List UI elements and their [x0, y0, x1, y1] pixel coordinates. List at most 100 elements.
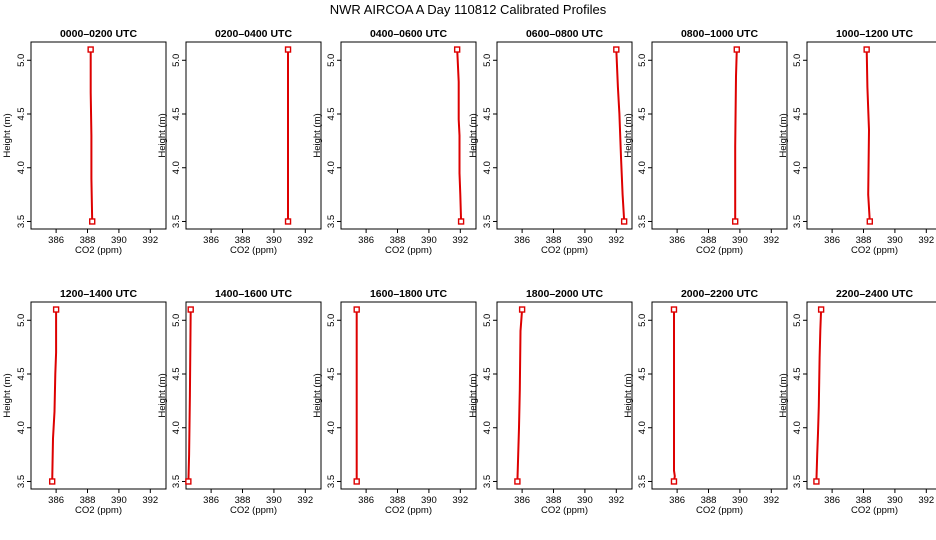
panel: 2200–2400 UTC 386 388 390 392 3.5 4.0 4.5 5.0 CO2…: [778, 288, 936, 516]
y-tick-label: 3.5: [16, 475, 27, 488]
profile-endpoint-marker: [670, 478, 678, 485]
y-tick-label: 5.0: [792, 314, 803, 327]
y-tick-label: 5.0: [326, 54, 337, 67]
y-tick-label: 4.5: [792, 107, 803, 120]
x-tick-label: 388: [546, 235, 562, 246]
x-tick-label: 392: [297, 495, 313, 506]
profile-endpoint-marker: [613, 46, 620, 53]
x-tick-label: 386: [358, 235, 374, 246]
x-axis-label: CO2 (ppm): [696, 505, 743, 516]
panel: 0000–0200 UTC 386 388 390 392 3.5 4.0 4.5 5.0 CO2…: [2, 28, 167, 256]
y-tick-label: 5.0: [171, 314, 182, 327]
y-tick-label: 3.5: [326, 475, 337, 488]
panel: 2000–2200 UTC 386 388 390 392 3.5 4.0 4.5 5.0 CO2…: [623, 288, 788, 516]
x-tick-label: 390: [111, 235, 127, 246]
profile-line: [516, 309, 524, 482]
y-tick-label: 5.0: [792, 54, 803, 67]
y-axis-label: Height (m): [623, 373, 634, 417]
x-tick-label: 388: [701, 235, 717, 246]
y-axis-label: Height (m): [2, 113, 13, 157]
panel: 1200–1400 UTC 386 388 390 392 3.5 4.0 4.5 5.0 CO2…: [2, 288, 167, 516]
x-axis-label: CO2 (ppm): [696, 245, 743, 256]
panel-title: 2200–2400 UTC: [836, 288, 913, 300]
panel: 1000–1200 UTC 386 388 390 392 3.5 4.0 4.5 5.0 CO2…: [778, 28, 936, 256]
x-tick-label: 392: [452, 235, 468, 246]
x-tick-label: 388: [80, 235, 96, 246]
x-tick-label: 386: [669, 235, 685, 246]
x-axis-label: CO2 (ppm): [851, 505, 898, 516]
y-tick-label: 3.5: [171, 475, 182, 488]
profile-endpoint-marker: [48, 478, 56, 485]
panel-title: 1400–1600 UTC: [215, 288, 292, 300]
plot-frame: [496, 301, 633, 490]
profile-endpoint-marker: [284, 218, 292, 225]
x-tick-label: 390: [732, 495, 748, 506]
y-tick-label: 3.5: [171, 215, 182, 228]
y-tick-label: 5.0: [637, 54, 648, 67]
y-tick-label: 5.0: [482, 54, 493, 67]
x-tick-label: 390: [887, 495, 903, 506]
y-tick-label: 4.0: [792, 161, 803, 174]
x-tick-label: 390: [577, 235, 593, 246]
x-tick-label: 390: [266, 495, 282, 506]
y-tick-label: 3.5: [16, 215, 27, 228]
panel-title: 0600–0800 UTC: [526, 28, 603, 40]
profile-endpoint-marker: [863, 46, 870, 53]
profile-endpoint-marker: [733, 46, 740, 53]
panel-title: 0000–0200 UTC: [60, 28, 137, 40]
plot-frame: [30, 301, 167, 490]
panel-title: 0200–0400 UTC: [215, 28, 292, 40]
x-tick-label: 386: [669, 495, 685, 506]
y-tick-label: 3.5: [637, 475, 648, 488]
y-tick-label: 5.0: [326, 314, 337, 327]
profile-endpoint-marker: [453, 46, 461, 53]
x-tick-label: 386: [824, 235, 840, 246]
x-tick-label: 392: [918, 235, 934, 246]
profile-line: [51, 309, 58, 482]
y-tick-label: 4.5: [637, 107, 648, 120]
y-tick-label: 5.0: [171, 54, 182, 67]
x-axis-label: CO2 (ppm): [230, 245, 277, 256]
y-tick-label: 4.5: [326, 107, 337, 120]
y-tick-label: 4.5: [16, 107, 27, 120]
panel-title: 1200–1400 UTC: [60, 288, 137, 300]
y-axis-label: Height (m): [2, 373, 13, 417]
y-tick-label: 4.0: [637, 421, 648, 434]
y-tick-label: 4.5: [171, 367, 182, 380]
x-tick-label: 388: [235, 495, 251, 506]
y-tick-label: 4.0: [171, 161, 182, 174]
y-tick-label: 3.5: [482, 475, 493, 488]
y-axis-label: Height (m): [778, 373, 789, 417]
profile-endpoint-marker: [353, 306, 360, 313]
profile-line: [187, 309, 192, 482]
y-axis-label: Height (m): [623, 113, 634, 157]
x-tick-label: 388: [80, 495, 96, 506]
profile-endpoint-marker: [813, 478, 820, 485]
y-tick-label: 4.5: [171, 107, 182, 120]
x-tick-label: 392: [142, 495, 158, 506]
y-tick-label: 5.0: [482, 314, 493, 327]
x-axis-label: CO2 (ppm): [385, 245, 432, 256]
y-tick-label: 3.5: [326, 215, 337, 228]
profile-endpoint-marker: [89, 218, 96, 225]
y-tick-label: 4.5: [792, 367, 803, 380]
profile-endpoint-marker: [731, 218, 739, 225]
x-tick-label: 392: [763, 235, 779, 246]
x-tick-label: 388: [701, 495, 717, 506]
x-tick-label: 386: [48, 235, 64, 246]
x-tick-label: 390: [732, 235, 748, 246]
x-tick-label: 390: [266, 235, 282, 246]
y-tick-label: 4.0: [482, 421, 493, 434]
x-tick-label: 386: [358, 495, 374, 506]
profile-endpoint-marker: [457, 218, 465, 225]
profile-endpoint-marker: [866, 218, 873, 225]
x-tick-label: 390: [111, 495, 127, 506]
profile-line: [673, 309, 676, 482]
profile-endpoint-marker: [817, 306, 825, 313]
profile-line: [865, 49, 871, 222]
figure-title: NWR AIRCOA A Day 110812 Calibrated Profi…: [329, 2, 607, 17]
plot-frame: [185, 41, 322, 230]
x-axis-label: CO2 (ppm): [385, 505, 432, 516]
y-tick-label: 3.5: [792, 215, 803, 228]
